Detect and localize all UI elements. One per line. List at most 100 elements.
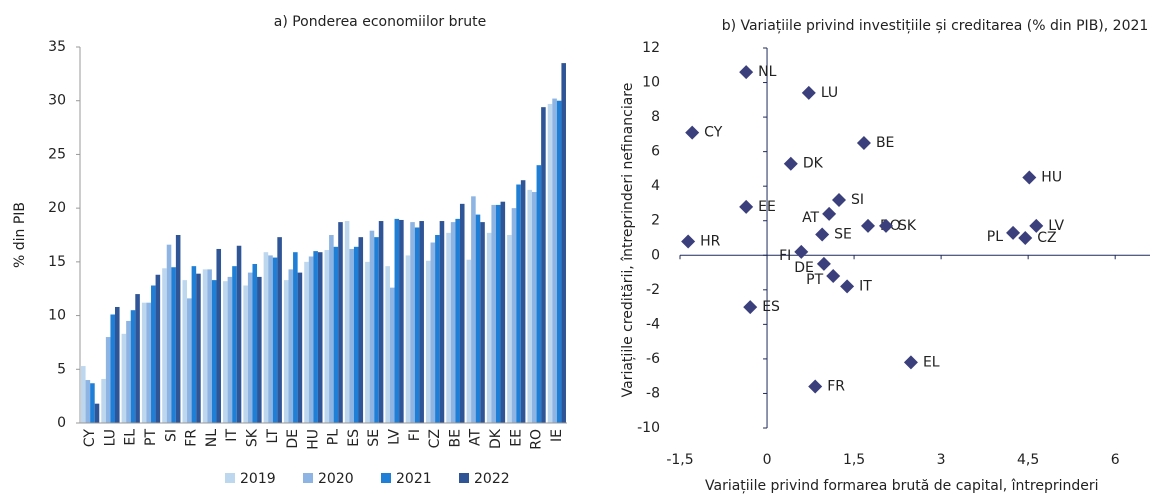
bar <box>511 208 517 423</box>
legend-label: 2021 <box>396 471 432 487</box>
bar <box>151 285 156 423</box>
bar <box>308 256 314 423</box>
point <box>685 125 700 140</box>
bar <box>471 196 476 423</box>
bar <box>105 337 111 423</box>
bar <box>394 218 400 423</box>
bar <box>252 264 258 423</box>
x-tick-label: ES <box>346 429 362 447</box>
y-tick-label: -2 <box>646 282 660 298</box>
bar <box>520 180 526 423</box>
y-tick-label: 8 <box>651 109 660 125</box>
bar <box>121 333 127 423</box>
bar <box>430 242 436 423</box>
point <box>815 227 830 242</box>
x-tick-label: DE <box>285 429 301 449</box>
y-tick-label: 6 <box>651 144 660 160</box>
bar <box>329 235 334 423</box>
bar <box>94 403 100 423</box>
legend-label: 2022 <box>474 471 510 487</box>
x-tick-label: 3 <box>937 452 946 468</box>
bar <box>541 107 546 423</box>
bar <box>399 219 404 423</box>
bar <box>435 235 440 423</box>
bar <box>171 267 176 423</box>
bar <box>90 383 95 423</box>
x-tick-label: IE <box>549 429 565 442</box>
y-tick-label: 25 <box>48 146 66 162</box>
point-label: PL <box>987 229 1003 245</box>
bar <box>374 237 379 423</box>
bar <box>202 269 208 423</box>
bar <box>358 237 364 423</box>
y-tick-label: 2 <box>651 213 660 229</box>
x-tick-label: LT <box>265 429 281 444</box>
bar <box>272 257 278 423</box>
bar <box>243 285 248 423</box>
y-tick-label: -4 <box>646 316 660 332</box>
bar <box>196 273 201 423</box>
point <box>1029 218 1044 233</box>
bar <box>211 280 217 423</box>
bar <box>110 314 116 423</box>
bar <box>141 302 147 423</box>
bar <box>486 232 492 423</box>
x-tick-label: 4,5 <box>1017 452 1039 468</box>
y-axis-label: % din PIB <box>12 202 28 268</box>
y-tick-label: 20 <box>48 200 66 216</box>
y-tick-label: 30 <box>48 93 66 109</box>
bar <box>324 250 330 423</box>
bar <box>459 203 465 423</box>
point-label: NL <box>758 64 776 80</box>
bar <box>187 298 192 423</box>
point-label: SE <box>834 227 852 243</box>
y-tick-label: -8 <box>646 385 660 401</box>
x-axis-label: Variațiile privind formarea brută de cap… <box>705 478 1099 494</box>
bar <box>288 269 294 423</box>
y-tick-label: -6 <box>646 351 660 367</box>
x-tick-label: IT <box>224 429 240 442</box>
x-tick-label: EL <box>123 429 139 446</box>
bar <box>527 189 532 423</box>
bar <box>450 222 456 423</box>
bar <box>146 302 152 423</box>
x-tick-label: DK <box>488 428 504 449</box>
bar <box>369 230 375 423</box>
point-label: HU <box>1041 170 1062 186</box>
y-tick-label: 35 <box>48 39 66 55</box>
bar <box>480 222 485 423</box>
x-tick-label: PL <box>326 429 342 445</box>
bar <box>236 245 242 423</box>
point-label: EE <box>758 199 776 215</box>
bar <box>365 261 370 423</box>
bar <box>378 221 384 423</box>
legend-swatch <box>381 473 391 483</box>
y-tick-label: 5 <box>57 361 66 377</box>
x-tick-label: RO <box>529 429 545 450</box>
point <box>878 218 893 233</box>
bar <box>317 252 323 423</box>
bar <box>405 255 411 423</box>
bar <box>491 204 496 423</box>
bar <box>410 222 415 423</box>
bar <box>353 246 359 423</box>
point <box>826 269 841 283</box>
legend-swatch <box>303 473 313 483</box>
y-tick-label: 0 <box>57 415 66 431</box>
bar <box>81 366 86 423</box>
point <box>739 65 754 80</box>
bar <box>439 221 445 423</box>
bar <box>547 103 553 424</box>
bar <box>293 252 298 423</box>
point <box>831 193 846 207</box>
x-tick-label: 0 <box>763 452 772 468</box>
bar <box>207 269 212 423</box>
point-label: SK <box>898 218 917 234</box>
chart-title: b) Variațiile privind investițiile și cr… <box>721 18 1149 34</box>
point-label: DK <box>803 156 824 172</box>
x-tick-label: SE <box>366 429 382 447</box>
y-tick-label: 4 <box>651 178 660 194</box>
y-axis-label: Variațiile creditării, întreprinderi nef… <box>620 83 636 398</box>
